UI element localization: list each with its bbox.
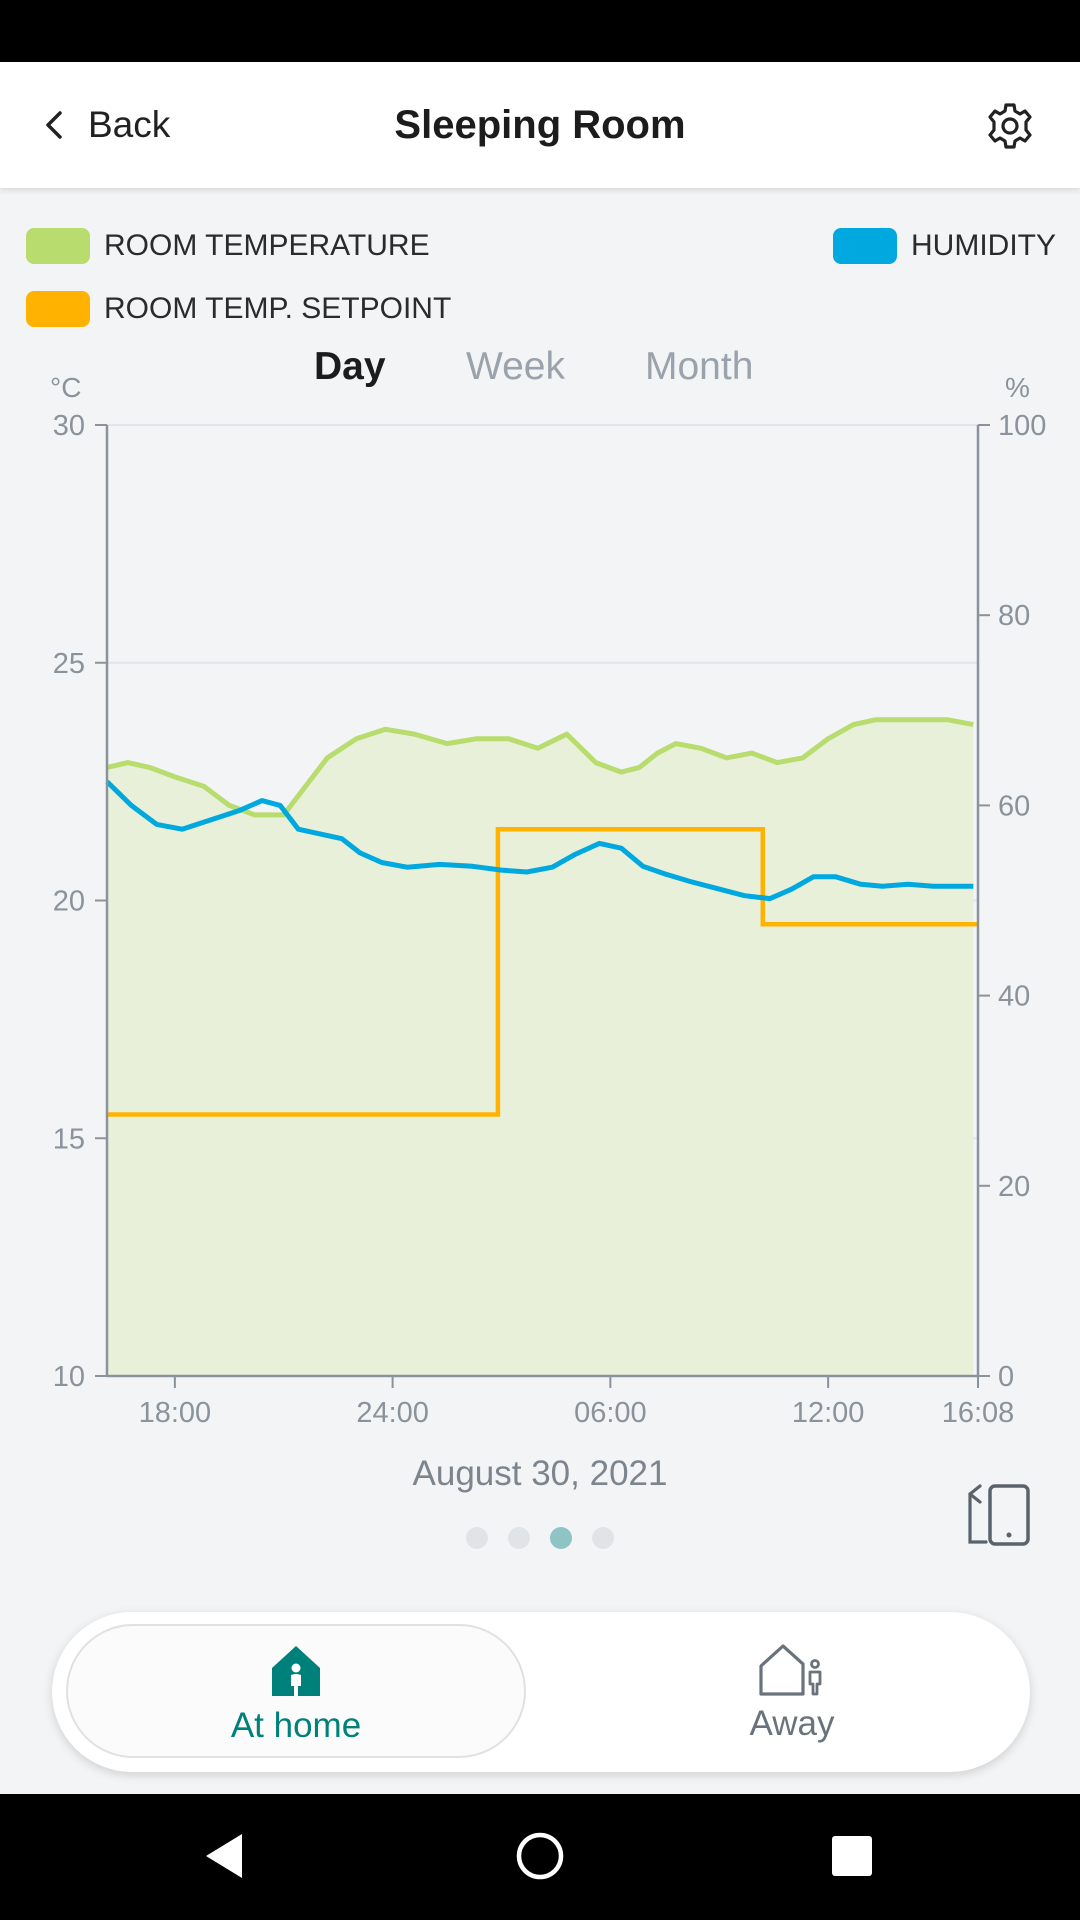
nav-recents-icon[interactable] — [822, 1826, 882, 1886]
x-axis-tick-label: 24:00 — [356, 1397, 429, 1429]
page-dot[interactable] — [466, 1527, 488, 1549]
page-indicator — [0, 1527, 1080, 1549]
left-axis-tick-label: 20 — [53, 886, 85, 918]
tab-week[interactable]: Week — [466, 345, 565, 388]
right-axis-tick-label: 80 — [998, 600, 1030, 632]
right-axis-tick-label: 0 — [998, 1361, 1014, 1393]
room-temperature-area — [107, 719, 974, 1376]
right-axis-tick-label: 100 — [998, 410, 1046, 442]
legend-room-temperature: ROOM TEMPERATURE — [26, 228, 430, 264]
left-axis-unit: °C — [50, 372, 82, 403]
at-home-button[interactable]: At home — [66, 1624, 526, 1758]
legend-swatch-humidity — [833, 228, 897, 264]
page-dot[interactable] — [508, 1527, 530, 1549]
page-dot-active[interactable] — [550, 1527, 572, 1549]
at-home-label: At home — [230, 1706, 362, 1745]
left-axis-tick-label: 15 — [53, 1123, 85, 1155]
x-axis-tick-label: 16:08 — [942, 1397, 1015, 1429]
presence-mode-switch: At home Away — [52, 1612, 1030, 1772]
away-icon — [759, 1644, 822, 1696]
page-dot[interactable] — [592, 1527, 614, 1549]
legend-label-setpoint: ROOM TEMP. SETPOINT — [104, 292, 452, 325]
nav-home-icon[interactable] — [510, 1826, 570, 1886]
legend-humidity: HUMIDITY — [833, 228, 1056, 264]
x-axis-tick-label: 18:00 — [139, 1397, 212, 1429]
tab-month[interactable]: Month — [645, 345, 754, 388]
x-axis-tick-label: 12:00 — [792, 1397, 865, 1429]
right-axis-tick-label: 20 — [998, 1171, 1030, 1203]
tab-day[interactable]: Day — [314, 345, 386, 388]
legend-label-humidity: HUMIDITY — [911, 229, 1056, 262]
legend-swatch-setpoint — [26, 291, 90, 327]
status-bar — [0, 0, 1080, 62]
rotate-screen-icon[interactable] — [958, 1480, 1034, 1550]
home-person-icon — [272, 1646, 320, 1696]
left-axis-tick-label: 25 — [53, 648, 85, 680]
system-navigation-bar — [0, 1794, 1080, 1920]
right-axis-tick-label: 40 — [998, 981, 1030, 1013]
humidity-line — [105, 779, 974, 902]
away-label: Away — [749, 1704, 835, 1743]
left-axis-tick-label: 10 — [53, 1361, 85, 1393]
left-axis-tick-label: 30 — [53, 410, 85, 442]
away-button[interactable]: Away — [572, 1624, 1012, 1758]
back-button[interactable]: Back — [40, 92, 170, 158]
legend-setpoint: ROOM TEMP. SETPOINT — [26, 291, 451, 327]
setpoint-line — [107, 826, 978, 1117]
back-label: Back — [88, 104, 171, 145]
period-tabs: Day Week Month — [0, 345, 1080, 405]
right-axis-tick-label: 60 — [998, 790, 1030, 822]
chart-date-label: August 30, 2021 — [412, 1454, 668, 1493]
gear-icon[interactable] — [984, 100, 1036, 152]
x-axis-tick-label: 06:00 — [574, 1397, 647, 1429]
legend-label-room-temperature: ROOM TEMPERATURE — [104, 229, 430, 262]
right-axis-unit: % — [1005, 372, 1030, 403]
nav-back-icon[interactable] — [196, 1826, 256, 1886]
chevron-left-icon — [46, 111, 62, 139]
climate-chart: 30 25 20 15 10 100 80 60 40 20 0 18:00 24:00 06:00 12:… — [53, 410, 1047, 1429]
room-temperature-line — [106, 717, 974, 818]
legend-swatch-room-temperature — [26, 228, 90, 264]
